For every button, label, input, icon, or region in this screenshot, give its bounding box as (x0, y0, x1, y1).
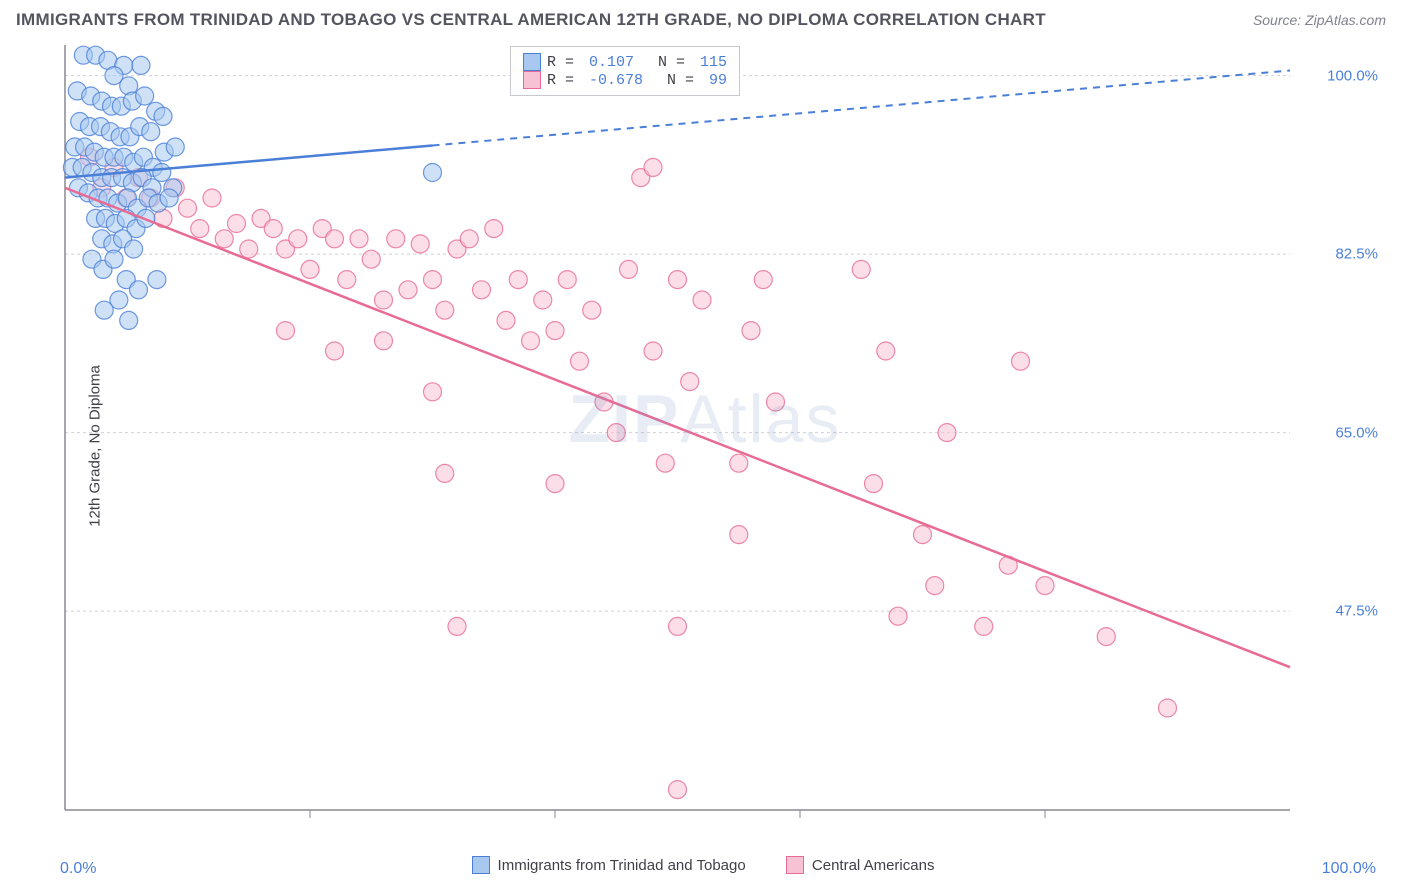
square-icon (523, 53, 541, 71)
square-icon (523, 71, 541, 89)
stat-n-label: N = (640, 54, 694, 71)
chart-area: ZIPAtlas R = 0.107 N = 115 R = -0.678 N … (60, 40, 1350, 830)
correlation-legend-box: R = 0.107 N = 115 R = -0.678 N = 99 (510, 46, 740, 96)
y-tick-label: 65.0% (1335, 424, 1378, 441)
legend-label-1: Immigrants from Trinidad and Tobago (498, 857, 746, 874)
stat-r-value-1: 0.107 (589, 54, 634, 71)
legend-label-2: Central Americans (812, 857, 935, 874)
stat-r-label: R = (547, 72, 583, 89)
square-icon (472, 856, 490, 874)
stat-n-label: N = (649, 72, 703, 89)
chart-svg (60, 40, 1350, 830)
y-tick-label: 47.5% (1335, 603, 1378, 620)
stat-row-series1: R = 0.107 N = 115 (523, 53, 727, 71)
stat-n-value-1: 115 (700, 54, 727, 71)
source-credit: Source: ZipAtlas.com (1253, 12, 1386, 28)
stat-row-series2: R = -0.678 N = 99 (523, 71, 727, 89)
chart-title: IMMIGRANTS FROM TRINIDAD AND TOBAGO VS C… (16, 10, 1046, 30)
stat-n-value-2: 99 (709, 72, 727, 89)
stat-r-value-2: -0.678 (589, 72, 643, 89)
square-icon (786, 856, 804, 874)
legend-item-series1: Immigrants from Trinidad and Tobago (472, 856, 746, 874)
bottom-legend: Immigrants from Trinidad and Tobago Cent… (0, 856, 1406, 878)
stat-r-label: R = (547, 54, 583, 71)
y-tick-label: 100.0% (1327, 67, 1378, 84)
y-tick-label: 82.5% (1335, 246, 1378, 263)
legend-item-series2: Central Americans (786, 856, 935, 874)
